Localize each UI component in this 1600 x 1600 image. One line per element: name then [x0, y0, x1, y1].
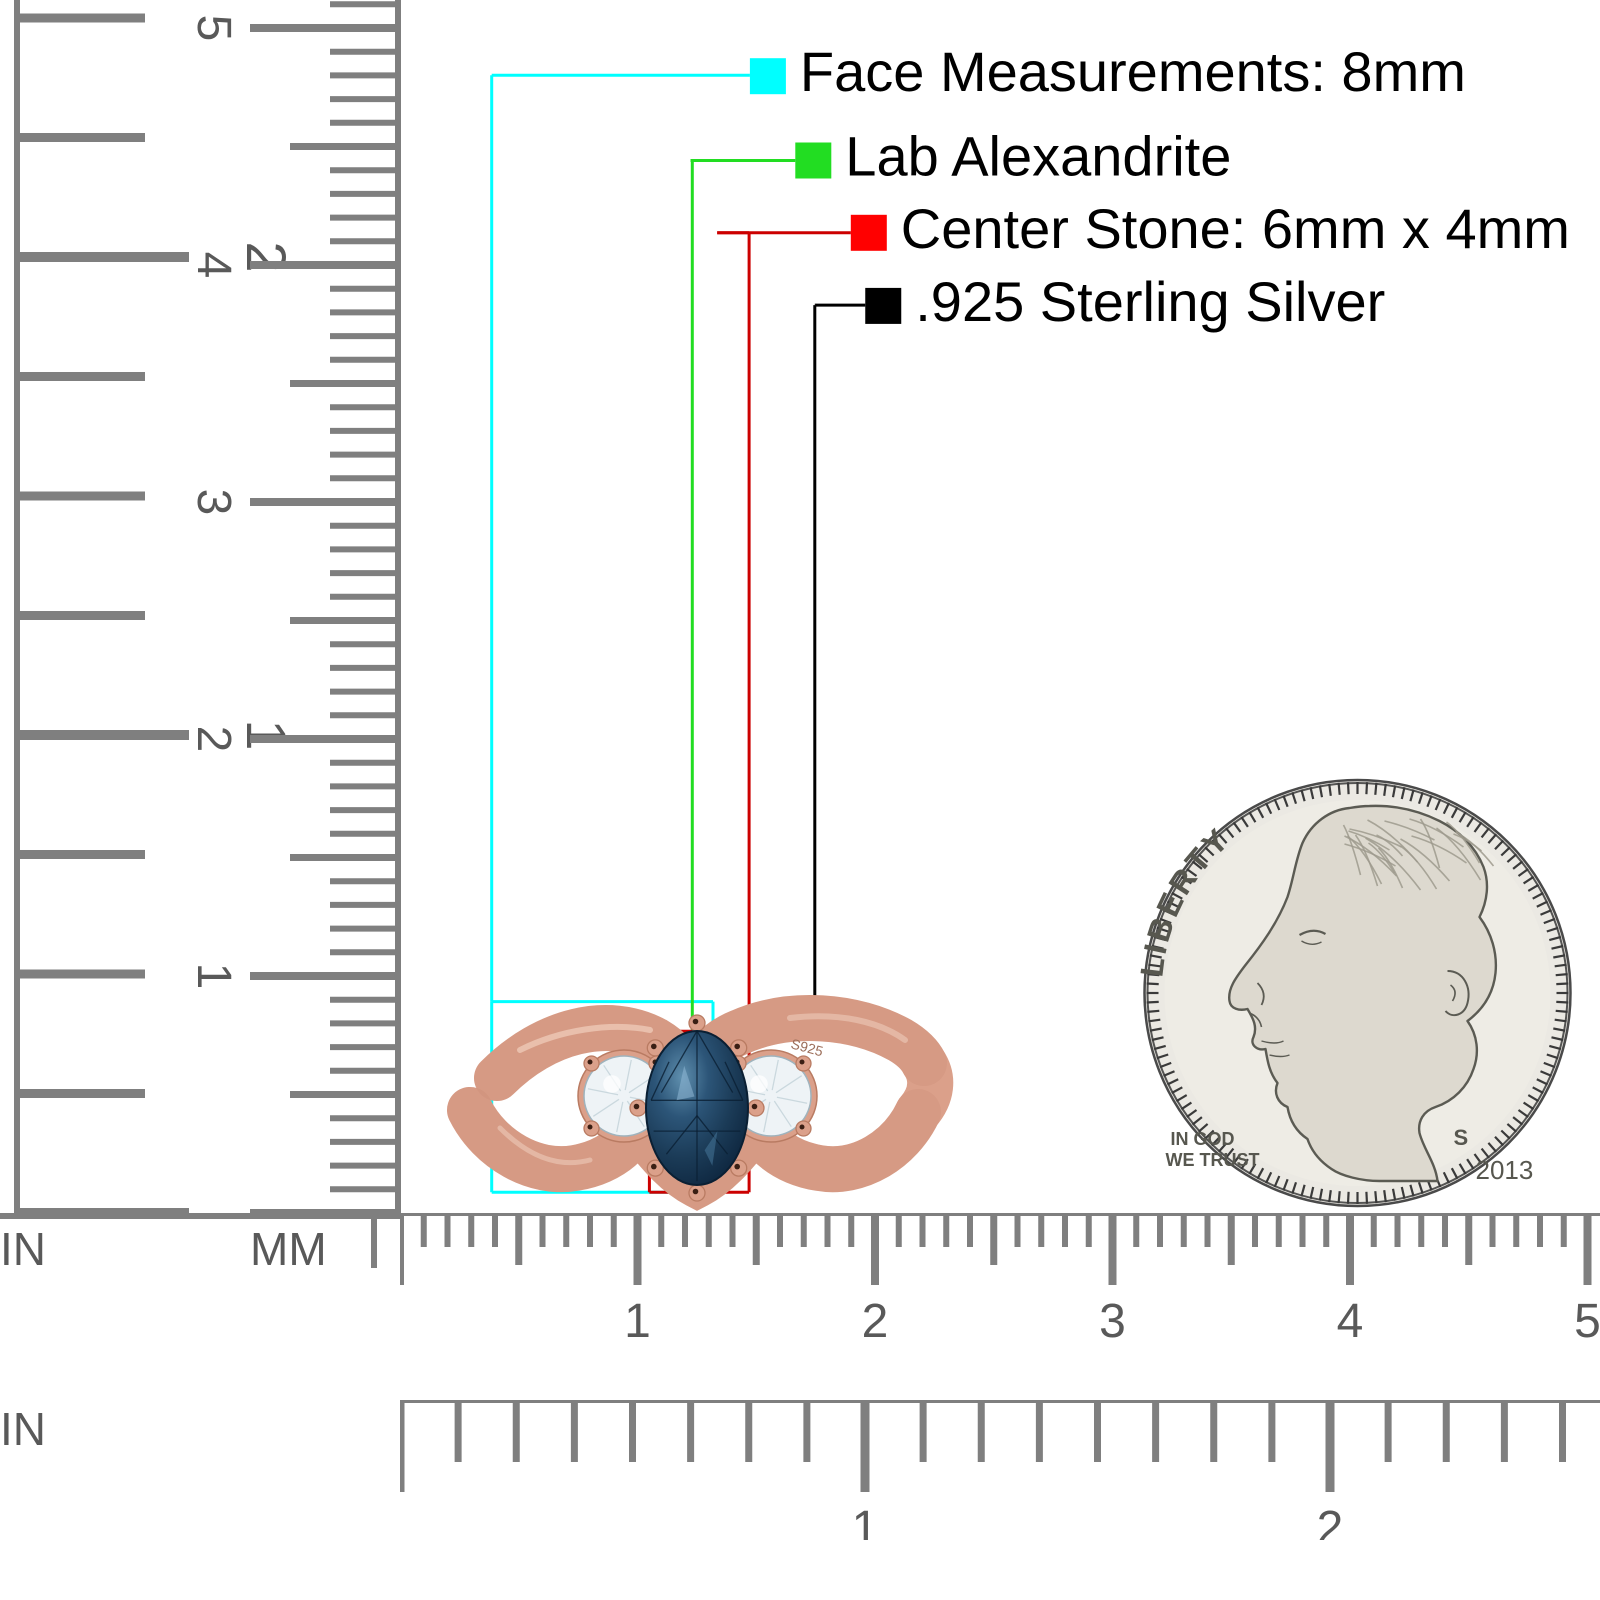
svg-text:2: 2	[1317, 1502, 1344, 1540]
svg-text:2013: 2013	[1476, 1155, 1534, 1185]
svg-text:S: S	[1454, 1125, 1469, 1150]
svg-text:1: 1	[852, 1502, 879, 1540]
svg-text:5: 5	[1574, 1295, 1600, 1348]
svg-text:WE TRUST: WE TRUST	[1166, 1150, 1260, 1170]
svg-text:2: 2	[862, 1295, 889, 1348]
svg-text:3: 3	[1099, 1295, 1126, 1348]
svg-text:1: 1	[624, 1295, 651, 1348]
svg-text:4: 4	[1337, 1295, 1364, 1348]
svg-text:IN GOD: IN GOD	[1170, 1129, 1234, 1149]
